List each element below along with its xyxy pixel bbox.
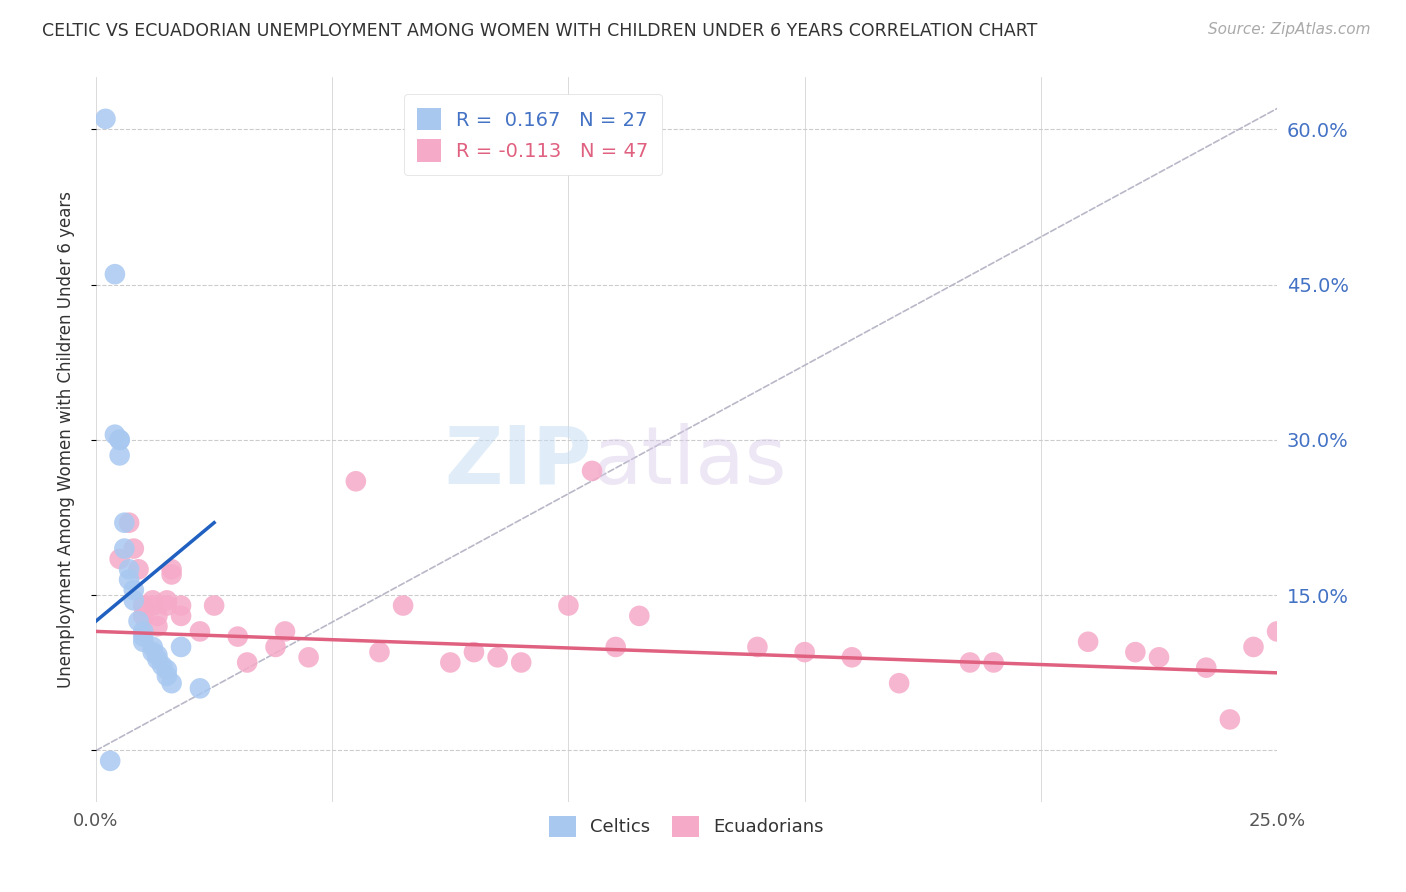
Point [188,681,211,696]
Point [128,614,150,628]
Point [747,640,769,654]
Point [146,648,169,663]
Point [510,656,533,670]
Point [274,624,297,639]
Point [160,567,183,582]
Text: Source: ZipAtlas.com: Source: ZipAtlas.com [1208,22,1371,37]
Point [108,433,131,447]
Text: CELTIC VS ECUADORIAN UNEMPLOYMENT AMONG WOMEN WITH CHILDREN UNDER 6 YEARS CORREL: CELTIC VS ECUADORIAN UNEMPLOYMENT AMONG … [42,22,1038,40]
Point [142,599,165,613]
Point [142,645,165,659]
Point [297,650,319,665]
Point [156,663,179,677]
Point [628,608,651,623]
Legend: Celtics, Ecuadorians: Celtics, Ecuadorians [541,809,831,844]
Point [983,656,1005,670]
Point [150,658,173,673]
Y-axis label: Unemployment Among Women with Children Under 6 years: Unemployment Among Women with Children U… [58,192,75,689]
Point [122,593,145,607]
Point [264,640,287,654]
Point [392,599,415,613]
Point [146,652,169,666]
Point [557,599,579,613]
Point [94,112,117,126]
Point [841,650,863,665]
Point [156,599,179,613]
Point [226,630,249,644]
Text: ZIP: ZIP [444,423,592,500]
Point [160,562,183,576]
Point [170,599,193,613]
Point [160,676,183,690]
Point [156,593,179,607]
Point [112,516,135,530]
Point [1077,634,1099,648]
Point [202,599,225,613]
Point [1219,713,1241,727]
Point [439,656,461,670]
Point [605,640,627,654]
Point [889,676,911,690]
Point [1125,645,1147,659]
Point [142,593,165,607]
Point [118,562,141,576]
Point [236,656,259,670]
Point [959,656,981,670]
Point [132,624,155,639]
Point [108,433,131,447]
Point [1243,640,1265,654]
Point [122,582,145,597]
Point [1195,660,1218,674]
Point [108,552,131,566]
Point [1265,624,1288,639]
Text: atlas: atlas [592,423,786,500]
Point [170,608,193,623]
Point [170,640,193,654]
Point [142,640,165,654]
Point [793,645,815,659]
Point [132,599,155,613]
Point [98,754,121,768]
Point [581,464,603,478]
Point [132,608,155,623]
Point [156,669,179,683]
Point [344,475,367,489]
Point [188,624,211,639]
Point [104,267,127,281]
Point [108,449,131,463]
Point [132,630,155,644]
Point [1147,650,1170,665]
Point [368,645,391,659]
Point [146,619,169,633]
Point [118,516,141,530]
Point [118,573,141,587]
Point [132,634,155,648]
Point [486,650,509,665]
Point [104,427,127,442]
Point [463,645,485,659]
Point [122,541,145,556]
Point [112,541,135,556]
Point [146,608,169,623]
Point [128,562,150,576]
